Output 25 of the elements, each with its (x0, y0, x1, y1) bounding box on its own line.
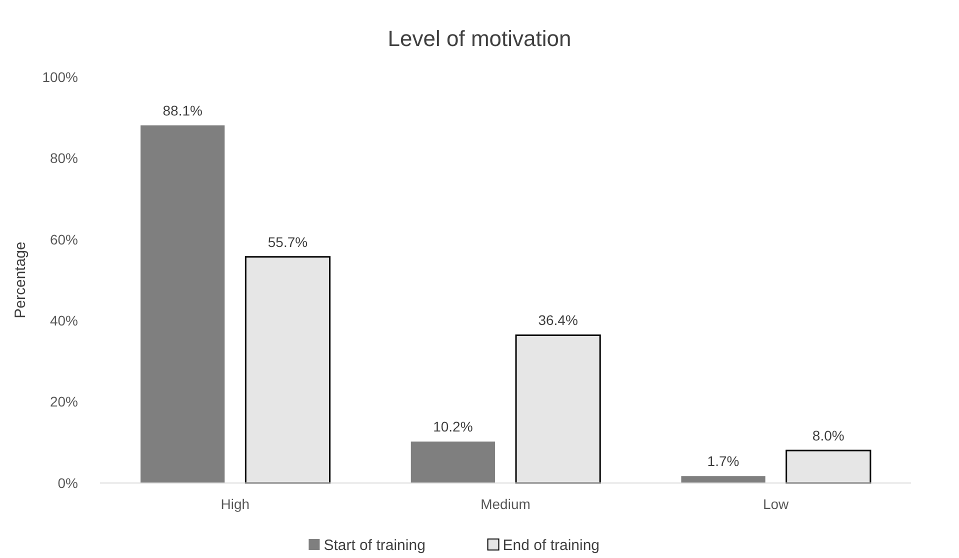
y-tick-label: 0% (58, 474, 78, 491)
x-tick-label: Medium (480, 496, 530, 512)
bar (244, 256, 331, 484)
bar (515, 334, 601, 484)
y-tick-label: 40% (50, 312, 78, 328)
data-label: 8.0% (812, 428, 844, 444)
data-label: 55.7% (268, 234, 308, 250)
data-label: 36.4% (538, 312, 578, 328)
y-tick-label: 100% (42, 68, 78, 85)
legend-label: End of training (502, 537, 600, 554)
x-tick-label: High (220, 496, 250, 512)
bar (140, 125, 225, 483)
y-tick-label: 80% (50, 150, 78, 166)
legend-label: Start of training (324, 537, 426, 554)
bar (410, 442, 495, 483)
y-tick-label: 60% (50, 231, 78, 248)
y-axis-title: Percentage (12, 242, 29, 318)
x-tick-label: Low (762, 496, 790, 512)
bar (681, 476, 766, 483)
bar (786, 450, 872, 484)
data-label: 10.2% (433, 418, 473, 435)
y-tick-label: 20% (50, 394, 78, 410)
data-label: 1.7% (707, 453, 740, 470)
data-label: 88.1% (162, 102, 202, 118)
chart-title: Level of motivation (388, 26, 572, 51)
